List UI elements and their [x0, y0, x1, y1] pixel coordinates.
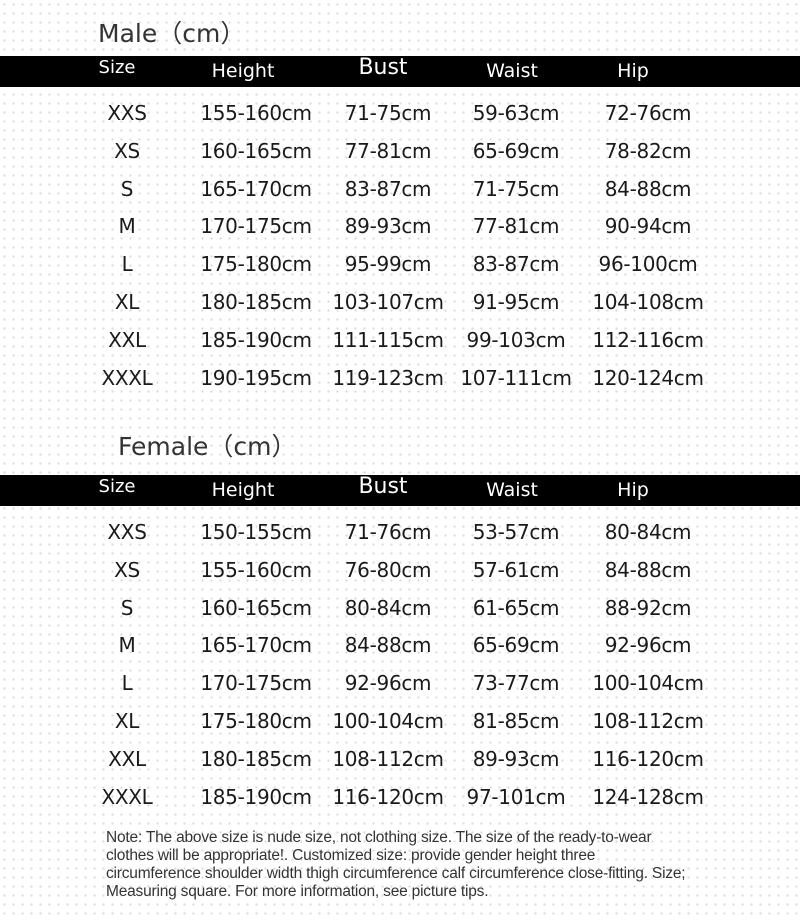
cell-waist: 57-61cm	[472, 557, 560, 582]
cell-bust: 80-84cm	[344, 595, 432, 620]
cell-hip: 78-82cm	[604, 138, 692, 163]
cell-size: XXL	[108, 746, 146, 771]
cell-hip: 108-112cm	[592, 709, 704, 733]
cell-bust: 116-120cm	[332, 784, 444, 809]
header-height: Height	[211, 479, 275, 501]
female-header-bar: Size Height Bust Waist Hip	[0, 474, 800, 506]
male-header-bar: Size Height Bust Waist Hip	[0, 55, 800, 87]
cell-height: 165-170cm	[200, 176, 312, 201]
cell-bust: 71-76cm	[344, 520, 432, 544]
female-section-title: Female（cm）	[118, 432, 297, 461]
male-section-title: Male（cm）	[98, 19, 246, 48]
cell-hip: 84-88cm	[604, 176, 692, 201]
header-hip: Hip	[617, 60, 649, 82]
header-bust: Bust	[358, 474, 408, 499]
cell-hip: 100-104cm	[592, 671, 704, 696]
cell-size: M	[118, 214, 136, 239]
cell-waist: 97-101cm	[466, 784, 566, 809]
cell-hip: 80-84cm	[604, 520, 692, 544]
cell-height: 160-165cm	[200, 138, 312, 163]
cell-size: XS	[114, 138, 140, 163]
cell-bust: 84-88cm	[344, 633, 432, 658]
cell-height: 155-160cm	[200, 101, 312, 125]
cell-hip: 96-100cm	[598, 252, 698, 277]
cell-height: 155-160cm	[200, 557, 312, 582]
cell-size: XL	[114, 290, 140, 314]
cell-height: 165-170cm	[200, 633, 312, 658]
cell-height: 185-190cm	[200, 784, 312, 809]
cell-size: XXS	[107, 101, 147, 125]
header-waist: Waist	[486, 479, 538, 501]
cell-size: XXXL	[101, 784, 153, 809]
cell-size: XL	[114, 709, 140, 733]
cell-height: 175-180cm	[200, 709, 312, 733]
header-height: Height	[211, 60, 275, 82]
cell-size: L	[121, 252, 133, 277]
cell-waist: 73-77cm	[472, 671, 560, 696]
cell-height: 190-195cm	[200, 365, 312, 390]
cell-size: L	[121, 671, 133, 696]
cell-waist: 59-63cm	[472, 101, 560, 125]
cell-bust: 103-107cm	[332, 290, 444, 314]
header-waist: Waist	[486, 60, 538, 82]
cell-bust: 92-96cm	[344, 671, 432, 696]
cell-size: XXL	[108, 327, 146, 352]
cell-hip: 72-76cm	[604, 101, 692, 125]
cell-waist: 77-81cm	[472, 214, 560, 239]
cell-waist: 91-95cm	[472, 290, 560, 314]
cell-bust: 100-104cm	[332, 709, 444, 733]
cell-size: S	[120, 595, 134, 620]
cell-hip: 116-120cm	[592, 746, 704, 771]
cell-height: 160-165cm	[200, 595, 312, 620]
cell-waist: 99-103cm	[466, 327, 566, 352]
cell-waist: 71-75cm	[472, 176, 560, 201]
cell-bust: 77-81cm	[344, 138, 432, 163]
cell-size: XS	[114, 557, 140, 582]
cell-size: M	[118, 633, 136, 658]
cell-size: S	[120, 176, 134, 201]
cell-height: 170-175cm	[200, 214, 312, 239]
cell-size: XXS	[107, 520, 147, 544]
cell-height: 180-185cm	[200, 746, 312, 771]
cell-hip: 112-116cm	[592, 327, 704, 352]
cell-bust: 71-75cm	[344, 101, 432, 125]
cell-bust: 76-80cm	[344, 557, 432, 582]
cell-height: 175-180cm	[200, 252, 312, 277]
cell-waist: 65-69cm	[472, 633, 560, 658]
cell-height: 185-190cm	[200, 327, 312, 352]
cell-bust: 83-87cm	[344, 176, 432, 201]
cell-bust: 111-115cm	[332, 327, 444, 352]
cell-waist: 61-65cm	[472, 595, 560, 620]
header-size: Size	[98, 57, 136, 78]
header-bust: Bust	[358, 55, 408, 80]
cell-hip: 88-92cm	[604, 595, 692, 620]
cell-hip: 92-96cm	[604, 633, 692, 658]
cell-size: XXXL	[101, 365, 153, 390]
cell-height: 180-185cm	[200, 290, 312, 314]
cell-hip: 124-128cm	[592, 784, 704, 809]
cell-bust: 108-112cm	[332, 746, 444, 771]
size-note: Note: The above size is nude size, not c…	[106, 829, 686, 900]
cell-waist: 81-85cm	[472, 709, 560, 733]
cell-bust: 119-123cm	[332, 365, 444, 390]
header-size: Size	[98, 476, 136, 497]
cell-bust: 89-93cm	[344, 214, 432, 239]
cell-hip: 120-124cm	[592, 365, 704, 390]
cell-hip: 84-88cm	[604, 557, 692, 582]
cell-waist: 83-87cm	[472, 252, 560, 277]
cell-waist: 65-69cm	[472, 138, 560, 163]
cell-height: 150-155cm	[200, 520, 312, 544]
cell-waist: 89-93cm	[472, 746, 560, 771]
cell-height: 170-175cm	[200, 671, 312, 696]
cell-waist: 107-111cm	[460, 365, 572, 390]
cell-hip: 104-108cm	[592, 290, 704, 314]
cell-waist: 53-57cm	[472, 520, 560, 544]
cell-hip: 90-94cm	[604, 214, 692, 239]
header-hip: Hip	[617, 479, 649, 501]
cell-bust: 95-99cm	[344, 252, 432, 277]
